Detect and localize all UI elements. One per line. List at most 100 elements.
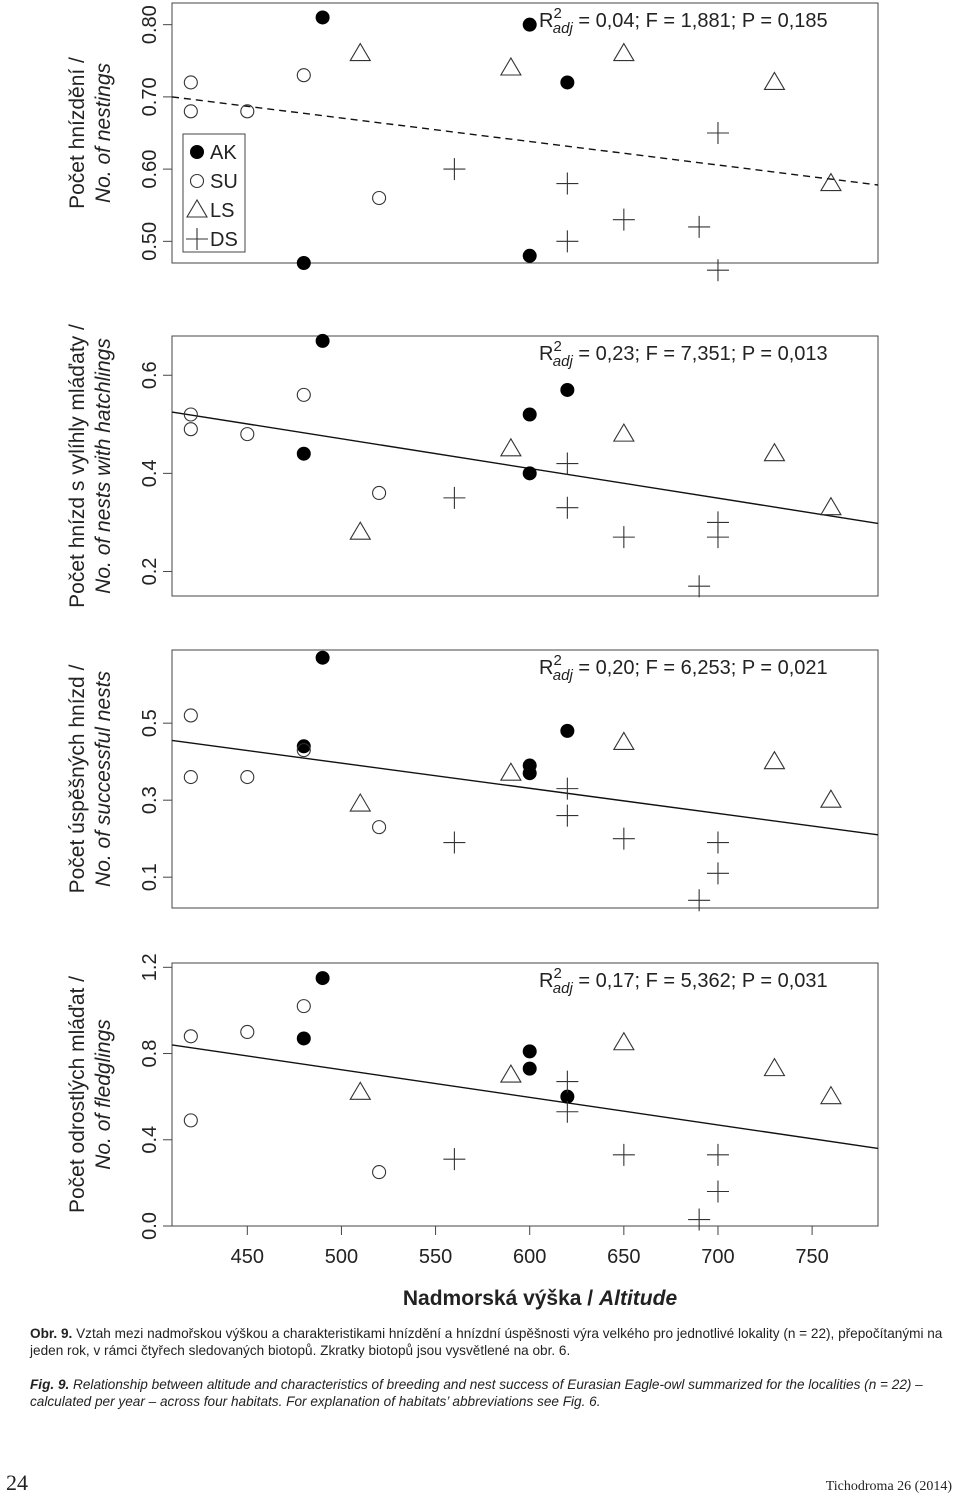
regression-statistic: R2 adj = 0,04; F = 1,881; P = 0,185 bbox=[539, 5, 828, 37]
data-point-su bbox=[296, 743, 311, 758]
y-axis-label-czech: Počet úspěšných hnízd / bbox=[66, 664, 89, 893]
chart-panel-3: 0.1 0.3 0.5 Počet úspěšných hnízd / No. of s… bbox=[66, 649, 879, 912]
caption-english: Fig. 9. Relationship between altitude an… bbox=[30, 1376, 950, 1410]
data-point-ds bbox=[556, 777, 579, 800]
y-tick-label: 0.3 bbox=[139, 786, 161, 814]
caption-english-label: Fig. 9. bbox=[30, 1377, 70, 1392]
caption-czech: Obr. 9. Vztah mezi nadmořskou výškou a c… bbox=[30, 1325, 950, 1359]
stat-values: = 0,04; F = 1,881; P = 0,185 bbox=[573, 10, 828, 32]
data-point-ak bbox=[315, 10, 330, 25]
y-axis-label-czech: Počet hnízdění / bbox=[66, 57, 89, 209]
chart-panel-4: 0.0 0.4 0.8 1.2 Počet odrostlých mláďat / No.… bbox=[66, 953, 879, 1268]
data-point-su bbox=[183, 422, 198, 437]
x-axis-title: Nadmorská výška / Altitude bbox=[403, 1287, 678, 1310]
caption-czech-label: Obr. 9. bbox=[30, 1326, 73, 1341]
data-point-ak bbox=[296, 739, 311, 754]
y-tick-label: 0.70 bbox=[139, 77, 161, 116]
page-number: 24 bbox=[6, 1470, 28, 1495]
data-point-ls bbox=[819, 496, 842, 516]
stat-superscript: 2 bbox=[553, 652, 561, 669]
data-point-su bbox=[372, 1165, 387, 1180]
y-tick-label: 0.4 bbox=[139, 1126, 161, 1154]
data-point-ds bbox=[556, 804, 579, 827]
data-point-ls bbox=[763, 442, 786, 462]
y-axis-label-english: No. of nestings bbox=[92, 62, 115, 203]
stat-values: = 0,20; F = 6,253; P = 0,021 bbox=[573, 657, 828, 679]
data-point-su bbox=[183, 75, 198, 90]
data-point-ls bbox=[349, 1081, 372, 1100]
data-point-ds bbox=[443, 1148, 466, 1171]
stat-subscript: adj bbox=[553, 20, 574, 37]
data-point-ak bbox=[522, 466, 537, 481]
data-point-ak bbox=[522, 766, 537, 781]
data-point-su bbox=[240, 770, 255, 785]
data-point-su bbox=[240, 427, 255, 442]
y-axis-label-czech: Počet hnízd s vylíhly mláďaty / bbox=[66, 324, 89, 608]
data-point-ds bbox=[556, 1070, 579, 1093]
plot-frame bbox=[171, 2, 879, 264]
data-point-ls bbox=[763, 71, 786, 90]
data-point-ds bbox=[706, 1180, 729, 1203]
data-point-ak bbox=[560, 382, 575, 397]
x-axis-title-english: Altitude bbox=[598, 1287, 677, 1310]
y-tick-label: 0.5 bbox=[139, 709, 161, 737]
data-point-ak bbox=[315, 650, 330, 665]
data-point-ls bbox=[819, 172, 842, 192]
regression-line bbox=[171, 96, 879, 186]
regression-statistic: R2 adj = 0,23; F = 7,351; P = 0,013 bbox=[539, 338, 828, 370]
data-point-ds bbox=[556, 452, 579, 475]
plot-frame bbox=[171, 962, 879, 1227]
y-tick-label: 0.2 bbox=[139, 558, 161, 586]
chart-panel-2: 0.2 0.4 0.6 Počet hnízd s vylíhly mláďaty /… bbox=[66, 324, 879, 608]
data-point-ds bbox=[612, 1143, 635, 1166]
data-point-ls bbox=[499, 762, 522, 781]
regression-line bbox=[171, 411, 879, 525]
stat-superscript: 2 bbox=[553, 965, 561, 982]
stat-values: = 0,23; F = 7,351; P = 0,013 bbox=[573, 343, 828, 365]
x-axis-title-czech: Nadmorská výška / bbox=[403, 1287, 599, 1310]
data-point-ak bbox=[522, 248, 537, 263]
data-point-ds bbox=[706, 526, 729, 549]
data-point-ak bbox=[315, 971, 330, 986]
data-point-su bbox=[372, 190, 387, 206]
data-point-su bbox=[183, 407, 198, 422]
data-point-su bbox=[183, 770, 198, 785]
data-point-ak bbox=[560, 723, 575, 738]
data-point-ds bbox=[706, 259, 729, 282]
data-point-ak bbox=[296, 256, 311, 270]
data-point-ds bbox=[612, 827, 635, 850]
data-point-ds bbox=[688, 1208, 711, 1231]
data-point-su bbox=[372, 485, 387, 501]
data-point-ds bbox=[443, 831, 466, 854]
regression-statistic: R2 adj = 0,20; F = 6,253; P = 0,021 bbox=[539, 652, 828, 684]
data-point-ak bbox=[522, 1061, 537, 1076]
y-tick-label: 1.2 bbox=[139, 953, 161, 981]
x-tick-label: 600 bbox=[513, 1246, 546, 1268]
data-point-ds bbox=[688, 215, 711, 238]
y-tick-label: 0.6 bbox=[139, 361, 161, 389]
x-tick-label: 550 bbox=[419, 1246, 452, 1268]
data-point-su bbox=[183, 1113, 198, 1128]
data-point-ak bbox=[296, 446, 311, 461]
data-point-su bbox=[296, 999, 311, 1014]
data-point-ds bbox=[556, 172, 579, 195]
legend-marker-ak bbox=[190, 145, 204, 159]
data-point-su bbox=[183, 1029, 198, 1044]
legend-label-su: SU bbox=[210, 171, 238, 193]
data-point-ls bbox=[612, 42, 635, 62]
data-point-su bbox=[240, 104, 255, 119]
y-tick-label: 0.4 bbox=[139, 459, 161, 487]
regression-line bbox=[171, 739, 879, 836]
y-tick-label: 0.8 bbox=[139, 1040, 161, 1068]
caption-english-text: Relationship between altitude and charac… bbox=[30, 1377, 923, 1409]
y-axis-label-english: No. of nests with hatchlings bbox=[92, 338, 115, 594]
data-point-ds bbox=[706, 831, 729, 854]
y-tick-label: 0.50 bbox=[139, 222, 161, 261]
stat-r: R bbox=[539, 657, 553, 679]
data-point-ls bbox=[349, 792, 372, 812]
y-axis-label-english: No. of successful nests bbox=[92, 671, 115, 887]
data-point-ls bbox=[499, 56, 522, 76]
stat-subscript: adj bbox=[553, 353, 574, 370]
plot-frame bbox=[171, 649, 879, 909]
regression-statistic: R2 adj = 0,17; F = 5,362; P = 0,031 bbox=[539, 965, 828, 997]
